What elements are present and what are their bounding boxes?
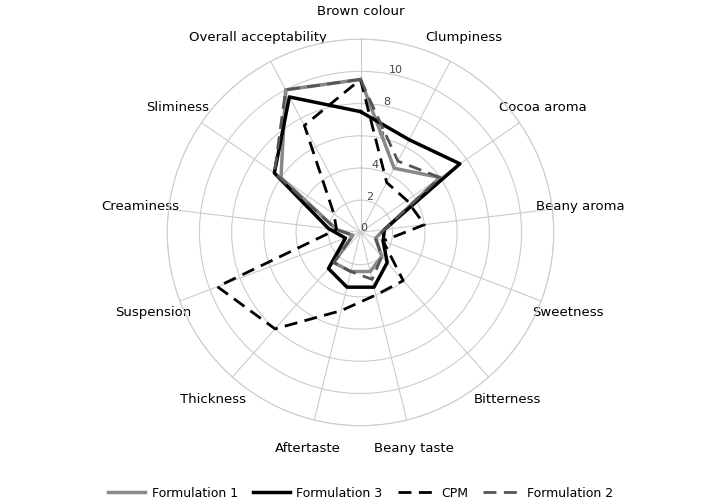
Legend: Formulation 1, Formulation 3, CPM, Formulation 2: Formulation 1, Formulation 3, CPM, Formu… — [103, 481, 618, 501]
